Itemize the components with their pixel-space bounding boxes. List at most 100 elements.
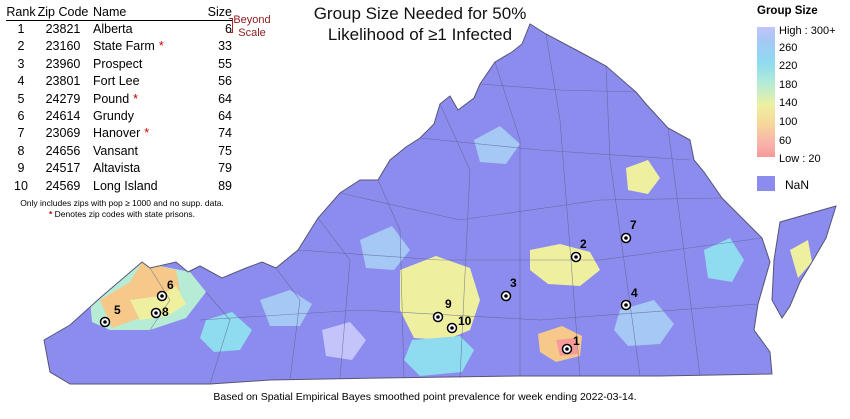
prison-asterisk: * (158, 39, 164, 54)
table-row: 5 24279 Pound * 64 (6, 91, 232, 108)
cell-rank-text: 3 (17, 56, 25, 71)
marker-1: 1 (561, 334, 580, 355)
marker-5: 5 (99, 303, 121, 328)
cell-rank-text: 5 (17, 91, 25, 106)
region-north-valley (474, 126, 520, 164)
region-vansant (130, 286, 186, 320)
table-row: 10 24569 Long Island 89 (6, 178, 232, 195)
legend-label-220: 220 (779, 60, 798, 72)
marker-label: 9 (445, 297, 452, 311)
cell-zip-text: 23069 (45, 126, 81, 141)
legend-label-260: 260 (779, 42, 798, 54)
header-name: Name (93, 5, 127, 19)
rank-table: Rank Zip Code Name Size 1 23821 Alberta 6 2 2… (6, 4, 232, 195)
cell-name: Grundy (90, 108, 196, 125)
legend-nan-label: NaN (785, 178, 810, 192)
cell-size: 79 (196, 160, 232, 177)
table-row: 9 24517 Altavista 79 (6, 160, 232, 177)
header-zip: Zip Code (37, 5, 89, 19)
cell-zip: 24569 (36, 178, 90, 195)
cell-rank-text: 7 (17, 126, 25, 141)
prison-asterisk: * (144, 126, 150, 141)
table-row: 8 24656 Vansant 75 (6, 143, 232, 160)
cell-zip: 24656 (36, 143, 90, 160)
cell-zip: 23960 (36, 56, 90, 73)
cell-name: Pound * (90, 91, 196, 108)
cell-name: Alberta (90, 21, 196, 39)
cell-name-text: Fort Lee (93, 74, 140, 89)
state-outline (43, 23, 773, 385)
cell-size-text: 33 (218, 39, 232, 54)
legend-label-60: 60 (779, 135, 792, 147)
legend-nan-swatch (757, 176, 775, 191)
cell-size-text: 6 (225, 22, 232, 36)
eastern-shore-outline (771, 205, 837, 319)
title-line-2: Likelihood of ≥1 Infected (327, 25, 513, 44)
cell-size: 74 (196, 125, 232, 142)
cell-name: State Farm * (90, 38, 196, 55)
region-pound-grundy (100, 262, 180, 328)
beyond-line-1: Beyond (233, 14, 271, 26)
legend-label-140: 140 (779, 97, 798, 109)
marker-2: 2 (570, 237, 587, 263)
cell-zip: 23069 (36, 125, 90, 142)
cell-rank: 7 (6, 125, 36, 142)
region-state-farm (530, 244, 600, 286)
cell-zip-text: 23801 (45, 74, 81, 89)
table-body: 1 23821 Alberta 6 2 23160 State Farm * 33 3 23960 P… (6, 21, 232, 196)
cell-name-text: State Farm (93, 39, 155, 54)
marker-7: 7 (620, 218, 637, 244)
cell-rank: 8 (6, 143, 36, 160)
cell-name: Prospect (90, 56, 196, 73)
region-danville (404, 336, 474, 376)
prison-asterisk: * (133, 91, 139, 106)
cell-zip-text: 23160 (45, 39, 81, 54)
region-galax (322, 322, 366, 360)
cell-size-text: 56 (218, 74, 232, 89)
note-population: Only includes zips with pop ≥ 1000 and n… (20, 198, 224, 208)
marker-label: 8 (162, 305, 169, 319)
cell-size-text: 64 (218, 109, 232, 124)
cell-size-text: 75 (218, 143, 232, 158)
header-size: Size (207, 5, 232, 19)
cell-zip: 24614 (36, 108, 90, 125)
cell-name: Hanover * (90, 125, 196, 142)
cell-rank-text: 6 (17, 109, 25, 124)
table-row: 2 23160 State Farm * 33 (6, 38, 232, 55)
cell-rank: 2 (6, 38, 36, 55)
table-notes: Only includes zips with pop ≥ 1000 and n… (4, 198, 240, 220)
cell-size-text: 89 (218, 178, 232, 193)
table-row: 6 24614 Grundy 64 (6, 108, 232, 125)
cell-rank-text: 8 (17, 143, 25, 158)
cell-size: 56 (196, 73, 232, 90)
table-row: 7 23069 Hanover * 74 (6, 125, 232, 142)
cell-size: 6 (196, 21, 232, 39)
marker-label: 5 (114, 303, 121, 317)
cell-name-text: Vansant (93, 143, 138, 158)
cell-zip-text: 24279 (45, 91, 81, 106)
cell-name-text: Hanover (93, 126, 141, 141)
marker-label: 10 (458, 314, 472, 328)
cell-zip: 23160 (36, 38, 90, 55)
marker-label: 4 (631, 286, 638, 300)
marker-label: 1 (573, 334, 580, 348)
header-rank: Rank (6, 5, 36, 19)
region-tidewater (704, 238, 744, 282)
cell-name-text: Long Island (93, 178, 158, 193)
note-prison-symbol: * (48, 209, 53, 219)
legend-label-100: 100 (779, 116, 798, 128)
cell-rank: 9 (6, 160, 36, 177)
cell-rank: 5 (6, 91, 36, 108)
region-eastern-shore (790, 240, 812, 278)
footer-note: Based on Spatial Empirical Bayes smoothe… (213, 391, 637, 403)
cell-size: 75 (196, 143, 232, 160)
legend-label-low: Low : 20 (779, 153, 821, 165)
cell-name: Long Island (90, 178, 196, 195)
beyond-line-2: Scale (238, 27, 266, 39)
cell-zip: 23801 (36, 73, 90, 90)
beyond-scale-bracket (229, 18, 233, 33)
cell-size: 64 (196, 108, 232, 125)
marker-10: 10 (446, 314, 472, 334)
marker-label: 3 (510, 276, 517, 290)
